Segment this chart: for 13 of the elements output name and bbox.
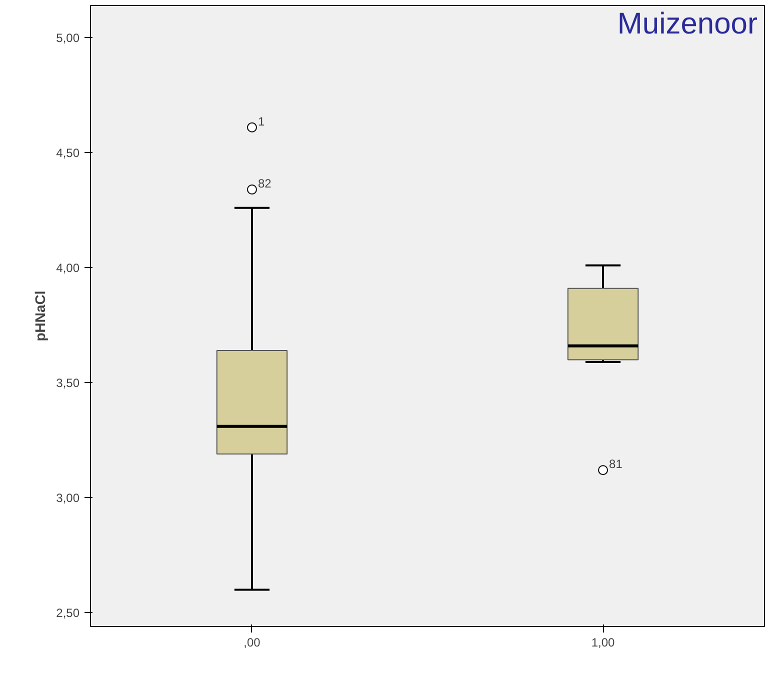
y-tick-label: 5,00 — [56, 31, 80, 46]
annotation: 1 — [258, 114, 265, 128]
y-tick-label: 4,00 — [56, 261, 80, 276]
y-tick-label: 3,00 — [56, 491, 80, 506]
x-tick-label: 1,00 — [591, 636, 616, 650]
y-tick-label: 4,50 — [56, 146, 80, 160]
annotation: 82 — [258, 176, 272, 190]
y-tick-label: 2,50 — [56, 606, 80, 620]
x-tick-label: ,00 — [244, 636, 261, 650]
y-axis-title: pHNaCl — [32, 290, 48, 342]
annotation: Muizenoor — [617, 8, 758, 40]
annotation: 81 — [609, 457, 623, 472]
y-tick-label: 3,50 — [56, 376, 80, 390]
